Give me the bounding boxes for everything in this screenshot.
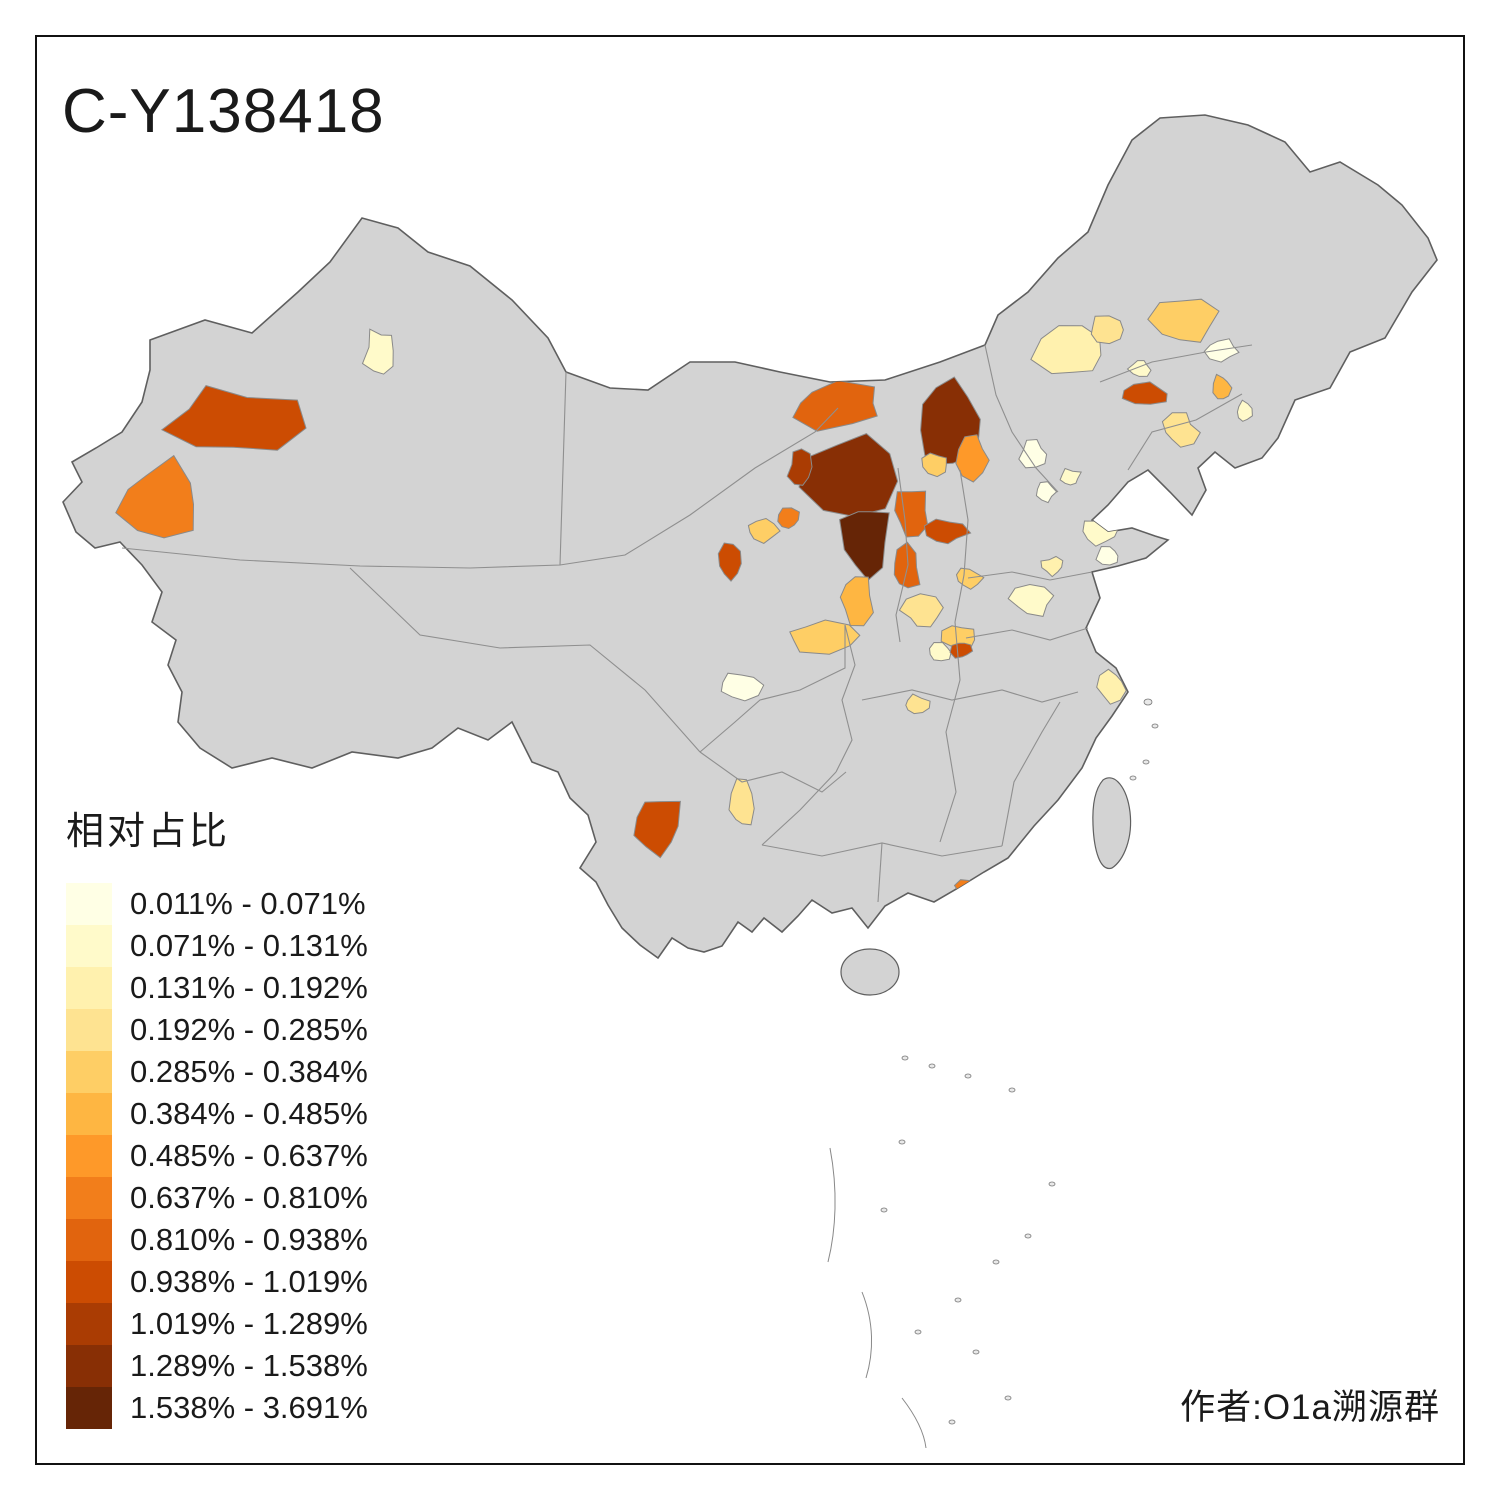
map-region	[1040, 555, 1064, 578]
legend-label: 0.485% - 0.637%	[130, 1138, 368, 1173]
legend-label: 0.637% - 0.810%	[130, 1180, 368, 1215]
legend-label: 0.938% - 1.019%	[130, 1264, 368, 1299]
map-region	[1203, 338, 1240, 363]
legend-item: 0.810% - 0.938%	[66, 1219, 368, 1261]
legend-item: 0.485% - 0.637%	[66, 1135, 368, 1177]
legend-item: 0.384% - 0.485%	[66, 1093, 368, 1135]
province-borders	[121, 344, 1253, 903]
legend-label: 0.384% - 0.485%	[130, 1096, 368, 1131]
legend-item: 0.637% - 0.810%	[66, 1177, 368, 1219]
map-region	[792, 380, 878, 432]
legend-items: 0.011% - 0.071% 0.071% - 0.131% 0.131% - 0…	[66, 883, 368, 1429]
legend-swatch	[66, 925, 112, 967]
legend-swatch	[66, 1387, 112, 1429]
map-region	[1117, 512, 1143, 530]
legend-swatch	[66, 1009, 112, 1051]
legend-swatch	[66, 1051, 112, 1093]
map-region	[717, 542, 742, 582]
legend-swatch	[66, 1261, 112, 1303]
map-region	[160, 385, 307, 451]
map-region	[839, 511, 890, 582]
south-china-sea-islands	[827, 698, 1159, 1449]
map-region	[839, 576, 874, 627]
map-region	[955, 567, 985, 590]
map-region	[361, 328, 394, 375]
legend: 相对占比 0.011% - 0.071% 0.071% - 0.131% 0.131…	[66, 800, 368, 1429]
map-region	[747, 517, 781, 544]
map-region	[720, 672, 765, 702]
map-region	[1147, 298, 1220, 343]
map-region	[949, 642, 974, 659]
legend-label: 0.011% - 0.071%	[130, 886, 366, 921]
map-region	[633, 800, 681, 859]
legend-swatch	[66, 883, 112, 925]
legend-title: 相对占比	[66, 811, 231, 853]
map-region	[1121, 381, 1168, 405]
map-region	[905, 693, 931, 715]
map-region	[1212, 373, 1233, 400]
legend-label: 0.810% - 0.938%	[130, 1222, 368, 1257]
legend-swatch	[66, 1177, 112, 1219]
map-region	[1095, 545, 1119, 566]
map-region	[777, 507, 800, 530]
attribution: 作者:O1a溯源群	[1180, 1388, 1440, 1427]
map-region	[1236, 399, 1253, 422]
map-region	[1007, 583, 1055, 617]
legend-item: 0.071% - 0.131%	[66, 925, 368, 967]
map-region	[921, 452, 947, 478]
map-region	[728, 778, 755, 826]
legend-label: 1.019% - 1.289%	[130, 1306, 368, 1341]
legend-item: 0.938% - 1.019%	[66, 1261, 368, 1303]
map-region	[1059, 467, 1082, 486]
legend-label: 1.289% - 1.538%	[130, 1348, 368, 1383]
map-region	[898, 593, 944, 628]
legend-item: 1.289% - 1.538%	[66, 1345, 368, 1387]
hainan-island	[840, 948, 900, 996]
legend-swatch	[66, 1303, 112, 1345]
legend-label: 0.131% - 0.192%	[130, 970, 368, 1005]
map-region	[1161, 412, 1201, 448]
taiwan-island	[1092, 777, 1132, 869]
map-region	[115, 454, 195, 539]
map-region	[1090, 315, 1124, 345]
map-region	[955, 434, 990, 483]
legend-label: 0.071% - 0.131%	[130, 928, 368, 963]
legend-swatch	[66, 1345, 112, 1387]
legend-item: 1.019% - 1.289%	[66, 1303, 368, 1345]
legend-swatch	[66, 1219, 112, 1261]
legend-swatch	[66, 1093, 112, 1135]
legend-item: 0.192% - 0.285%	[66, 1009, 368, 1051]
map-region	[893, 541, 921, 589]
map-region	[1018, 438, 1048, 469]
legend-label: 1.538% - 3.691%	[130, 1390, 368, 1425]
chart-title: C-Y138418	[62, 77, 385, 146]
map-region	[953, 879, 985, 899]
map-region	[789, 619, 861, 655]
legend-item: 0.285% - 0.384%	[66, 1051, 368, 1093]
legend-item: 1.538% - 3.691%	[66, 1387, 368, 1429]
legend-label: 0.192% - 0.285%	[130, 1012, 368, 1047]
legend-item: 0.131% - 0.192%	[66, 967, 368, 1009]
map-region	[928, 641, 952, 662]
legend-item: 0.011% - 0.071%	[66, 883, 368, 925]
map-region	[1030, 325, 1102, 375]
legend-swatch	[66, 967, 112, 1009]
legend-swatch	[66, 1135, 112, 1177]
map-region	[923, 518, 972, 545]
map-region	[786, 448, 813, 486]
map-region	[1096, 668, 1127, 705]
map-region	[1035, 481, 1058, 504]
legend-label: 0.285% - 0.384%	[130, 1054, 368, 1089]
